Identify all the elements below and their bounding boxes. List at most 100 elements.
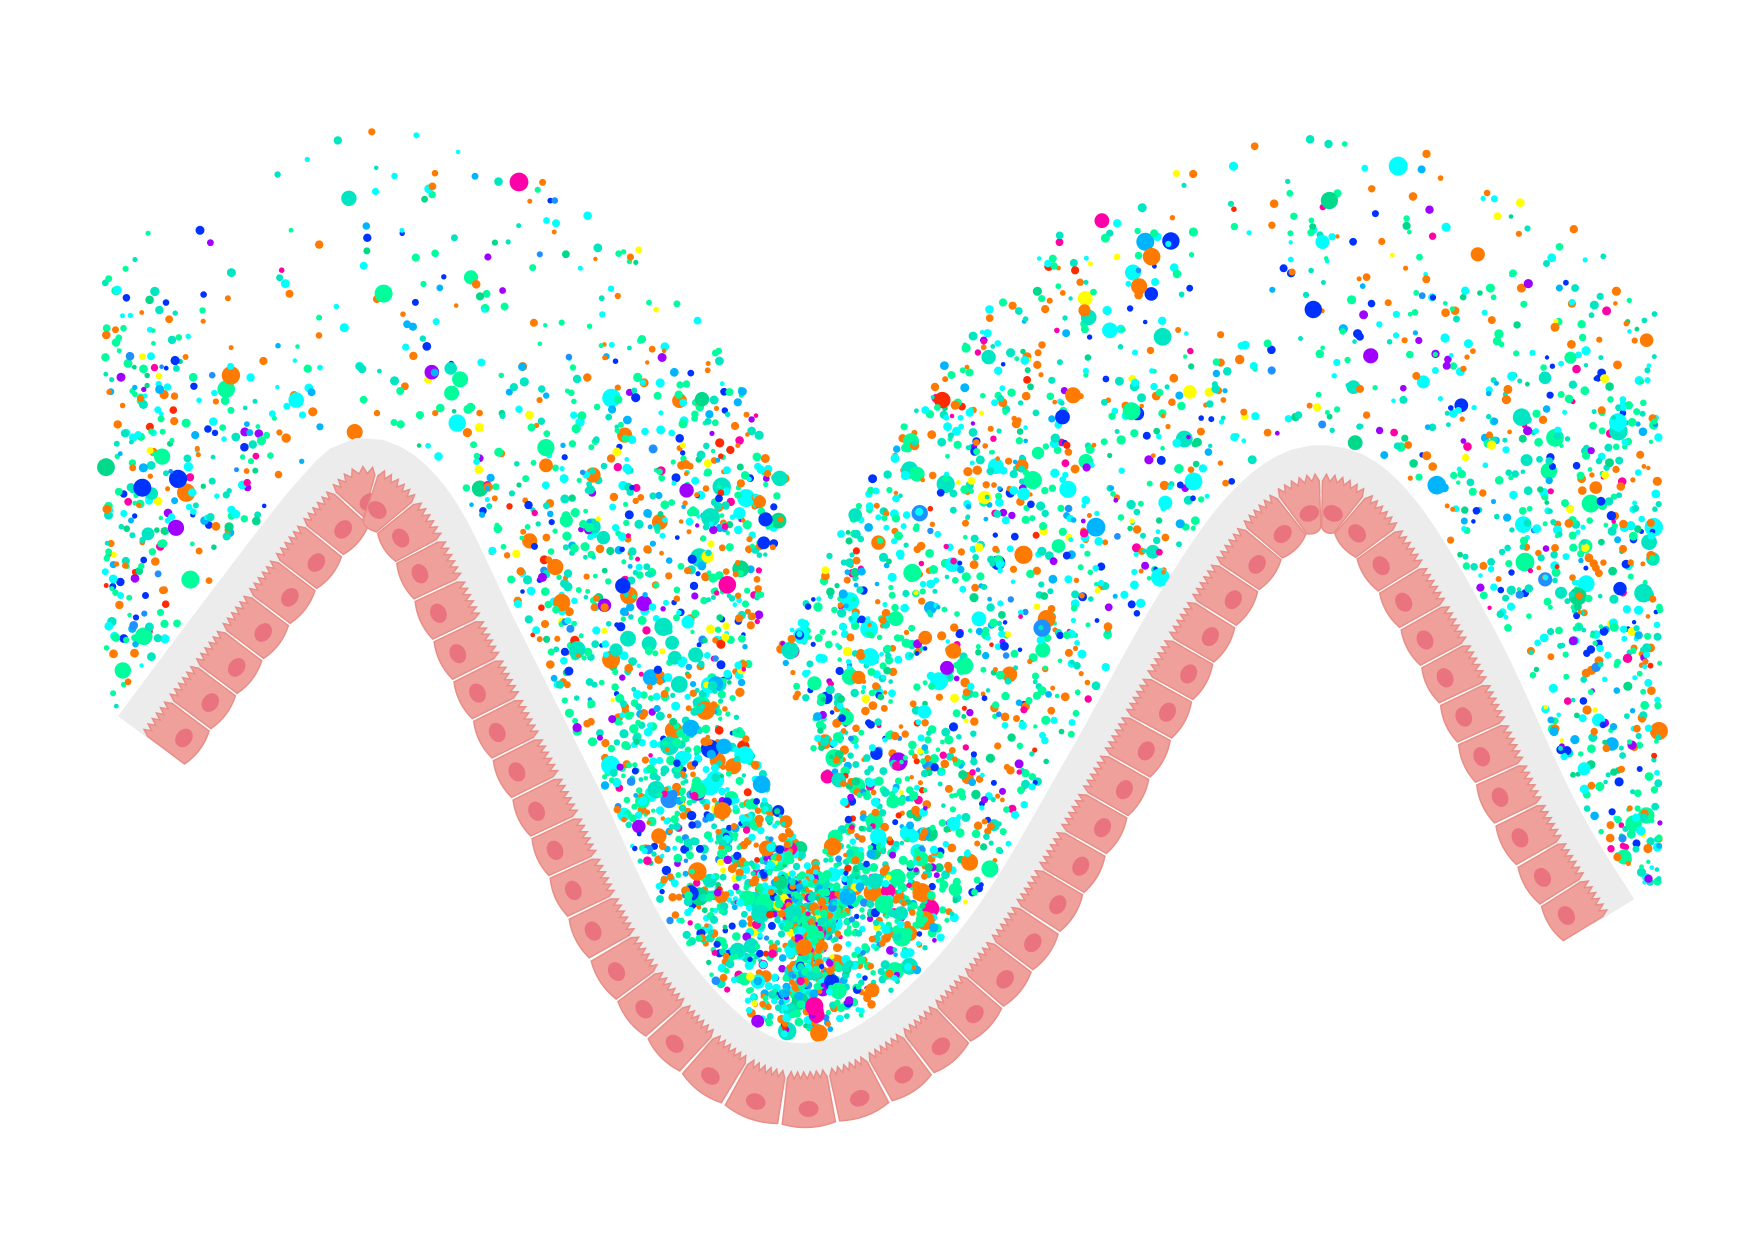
microbe-particle: [929, 754, 939, 764]
microbe-particle: [1136, 598, 1146, 608]
microbe-particle: [781, 641, 799, 660]
microbe-particle: [1636, 766, 1643, 772]
microbe-particle: [850, 688, 859, 698]
microbe-particle: [1127, 525, 1133, 532]
microbe-particle: [817, 917, 826, 926]
microbe-particle: [634, 811, 643, 819]
microbe-particle: [1140, 532, 1146, 539]
microbe-particle: [818, 963, 825, 970]
microbe-particle: [138, 400, 148, 409]
microbe-particle: [719, 477, 728, 486]
microbe-particle: [1050, 468, 1060, 478]
microbe-particle: [563, 569, 573, 578]
microbe-particle: [1263, 339, 1272, 348]
microbe-particle: [1503, 513, 1512, 522]
microbe-particle: [1587, 689, 1594, 695]
microbe-particle: [1315, 349, 1325, 359]
microbe-particle: [1058, 527, 1067, 537]
microbe-particle: [132, 614, 140, 621]
microbe-particle: [1014, 356, 1020, 362]
microbe-particle: [722, 487, 731, 496]
microbe-particle: [985, 305, 994, 314]
microbe-particle: [1563, 673, 1570, 680]
microbe-particle: [444, 385, 460, 401]
microbe-particle: [1654, 702, 1662, 710]
microbe-particle: [789, 627, 795, 633]
microbe-particle: [189, 541, 195, 547]
microbe-particle: [707, 680, 718, 691]
microbe-particle: [1083, 255, 1089, 261]
microbe-particle: [1618, 745, 1624, 751]
microbe-particle: [210, 454, 216, 460]
microbe-particle: [684, 567, 692, 575]
microbe-particle: [194, 445, 200, 452]
microbe-particle: [1069, 659, 1075, 665]
microbe-particle: [363, 233, 372, 242]
microbe-particle: [709, 395, 719, 405]
microbe-particle: [760, 871, 768, 879]
microbe-particle: [1546, 391, 1554, 399]
microbe-particle: [1308, 267, 1314, 274]
microbe-particle: [1039, 731, 1046, 739]
microbe-particle: [980, 843, 988, 851]
microbe-particle: [896, 796, 906, 806]
microbe-particle: [1470, 563, 1478, 571]
microbe-particle: [1597, 593, 1603, 599]
microbe-particle: [1506, 602, 1516, 611]
microbe-particle: [732, 602, 738, 608]
microbe-particle: [816, 931, 825, 940]
microbe-particle: [593, 436, 600, 443]
microbe-particle: [1190, 516, 1200, 525]
microbe-particle: [450, 234, 458, 242]
microbe-particle: [1084, 695, 1092, 703]
microbe-particle: [696, 904, 702, 910]
microbe-particle: [554, 635, 561, 642]
microbe-particle: [829, 739, 838, 747]
microbe-particle: [753, 576, 761, 583]
microbe-particle: [895, 812, 902, 819]
microbe-particle: [669, 367, 679, 377]
microbe-particle: [1611, 415, 1617, 421]
microbe-particle: [866, 849, 876, 859]
microbe-particle: [718, 716, 723, 721]
microbe-particle: [1547, 628, 1555, 636]
microbe-particle: [1636, 670, 1643, 677]
microbe-particle: [960, 485, 969, 494]
microbe-particle: [778, 999, 785, 1006]
microbe-particle: [617, 532, 627, 542]
microbe-particle: [926, 890, 936, 900]
microbe-particle: [991, 482, 997, 488]
microbe-particle: [1605, 458, 1614, 468]
microbe-particle: [695, 934, 703, 943]
microbe-particle: [1071, 590, 1080, 599]
microbe-particle: [339, 323, 349, 333]
microbe-particle: [1638, 379, 1645, 385]
microbe-particle: [913, 867, 919, 873]
microbe-particle: [858, 846, 864, 853]
microbe-particle: [718, 453, 724, 460]
microbe-particle: [191, 431, 200, 440]
microbe-particle: [994, 742, 1002, 750]
microbe-particle: [737, 678, 746, 687]
microbe-particle: [220, 396, 230, 406]
microbe-particle: [601, 640, 610, 648]
microbe-particle: [1320, 280, 1326, 285]
microbe-particle: [1190, 495, 1196, 502]
microbe-particle: [1393, 442, 1401, 450]
microbe-particle: [1415, 336, 1423, 345]
microbe-particle: [939, 770, 945, 776]
microbe-particle: [759, 1000, 766, 1008]
microbe-particle: [1102, 375, 1110, 383]
microbe-particle: [1062, 471, 1069, 479]
microbe-particle: [856, 586, 864, 594]
microbe-particle: [783, 841, 791, 848]
microbe-particle: [516, 482, 522, 488]
microbe-particle: [628, 614, 634, 620]
microbe-particle: [552, 464, 559, 472]
microbe-particle: [572, 374, 582, 384]
microbe-particle: [601, 567, 608, 574]
microbe-particle: [1453, 315, 1460, 323]
microbe-particle: [655, 806, 665, 815]
microbe-particle: [818, 977, 825, 984]
microbe-particle: [1554, 533, 1560, 539]
